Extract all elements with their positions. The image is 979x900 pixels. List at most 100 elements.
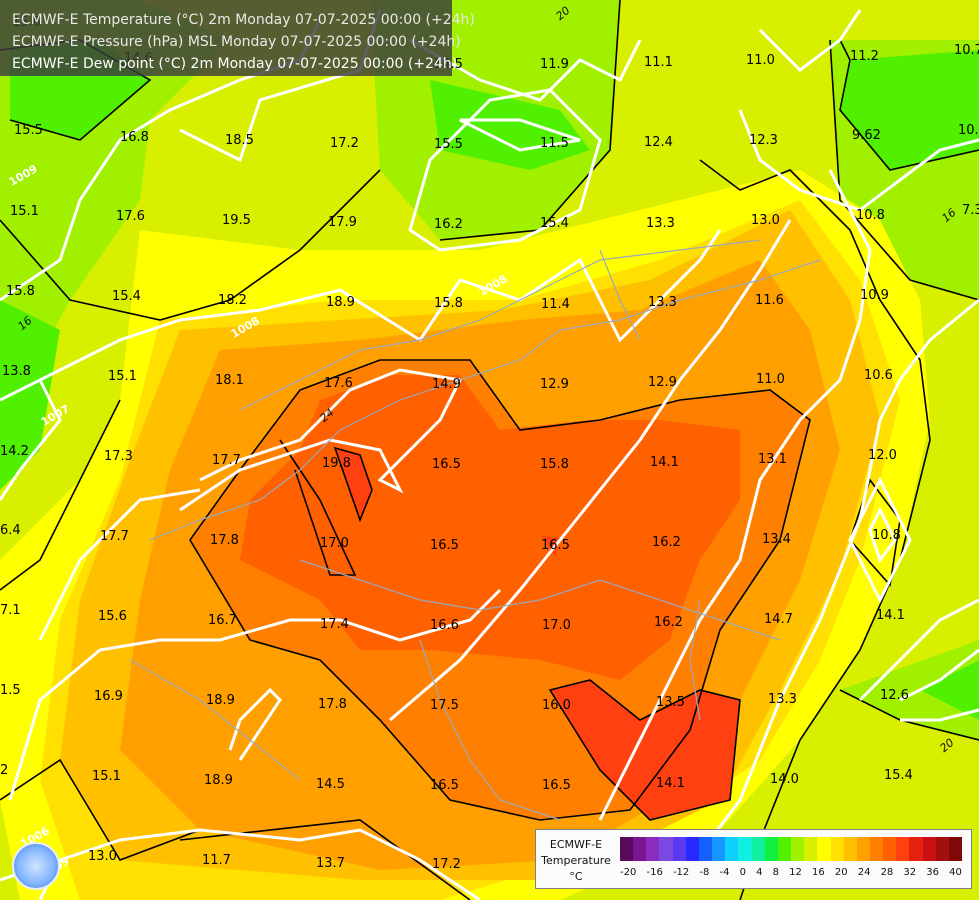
legend-swatch bbox=[909, 837, 923, 861]
dewpoint-value: 16.6 bbox=[430, 618, 459, 633]
cool-zone-southeast bbox=[840, 640, 979, 740]
legend-swatch bbox=[764, 837, 778, 861]
dewpoint-value: 11.5 bbox=[540, 136, 569, 151]
legend-swatch bbox=[896, 837, 910, 861]
dewpoint-value: 16.5 bbox=[432, 457, 461, 472]
dewpoint-value: 9.62 bbox=[852, 128, 881, 143]
dewpoint-value: 15.1 bbox=[92, 769, 121, 784]
dewpoint-value: 12.4 bbox=[644, 135, 673, 150]
legend-tick: -12 bbox=[672, 867, 690, 878]
isotherm-value: 24 bbox=[317, 406, 337, 425]
dewpoint-value: 7.1 bbox=[0, 603, 21, 618]
dewpoint-value: 13.3 bbox=[768, 692, 797, 707]
legend-swatch bbox=[856, 837, 870, 861]
legend-tick: -20 bbox=[620, 867, 637, 878]
dewpoint-value: 10.6 bbox=[864, 368, 893, 383]
dewpoint-value: 17.2 bbox=[330, 136, 359, 151]
dewpoint-value: 10. bbox=[958, 123, 979, 138]
dewpoint-value: 2 bbox=[0, 763, 9, 778]
dewpoint-value: 11.6 bbox=[755, 293, 784, 308]
dewpoint-value: 13.3 bbox=[648, 295, 677, 310]
dewpoint-value: 17.8 bbox=[210, 533, 239, 548]
dewpoint-value: 17.2 bbox=[432, 857, 461, 872]
dewpoint-value: 12.9 bbox=[648, 375, 677, 390]
dewpoint-value: 15.6 bbox=[98, 609, 127, 624]
legend-swatch bbox=[659, 837, 673, 861]
isotherm-value: 20 bbox=[553, 4, 573, 23]
dewpoint-value: 15.1 bbox=[108, 369, 137, 384]
dewpoint-value: 13.1 bbox=[758, 452, 787, 467]
dewpoint-value: 15.8 bbox=[540, 457, 569, 472]
color-legend: ECMWF-E Temperature °C -20 -16 -12 -8 -4 0 4 8 1… bbox=[535, 829, 972, 889]
legend-swatch bbox=[620, 837, 634, 861]
dewpoint-value: 10.9 bbox=[860, 288, 889, 303]
legend-swatch bbox=[672, 837, 686, 861]
dewpoint-value: 13.3 bbox=[646, 216, 675, 231]
legend-tick: 40 bbox=[949, 867, 962, 878]
dewpoint-value: 15.4 bbox=[540, 216, 569, 231]
dewpoint-value: 17.8 bbox=[318, 697, 347, 712]
legend-swatch bbox=[712, 837, 726, 861]
logo-icon bbox=[12, 842, 60, 890]
dewpoint-value: 14.1 bbox=[656, 776, 685, 791]
isotherm-value: 16 bbox=[15, 314, 35, 333]
title-temperature: ECMWF-E Temperature (°C) 2m Monday 07-07… bbox=[12, 12, 475, 28]
dewpoint-value: 18.1 bbox=[215, 373, 244, 388]
dewpoint-value: 14.7 bbox=[764, 612, 793, 627]
dewpoint-value: 17.4 bbox=[320, 617, 349, 632]
dewpoint-value: 10.7 bbox=[954, 43, 979, 58]
dewpoint-value: 17.0 bbox=[320, 536, 349, 551]
dewpoint-value: 14.5 bbox=[316, 777, 345, 792]
dewpoint-value: 11.1 bbox=[644, 55, 673, 70]
legend-swatch bbox=[646, 837, 660, 861]
dewpoint-value: 17.5 bbox=[430, 698, 459, 713]
dewpoint-value: 13.5 bbox=[656, 695, 685, 710]
dewpoint-value: 6.4 bbox=[0, 523, 21, 538]
cool-zone-west-inner bbox=[0, 300, 60, 490]
dewpoint-value: 18.9 bbox=[204, 773, 233, 788]
dewpoint-value: 16.2 bbox=[652, 535, 681, 550]
dewpoint-value: 13.0 bbox=[88, 849, 117, 864]
dewpoint-value: 17.7 bbox=[100, 529, 129, 544]
dewpoint-value: 15.8 bbox=[6, 284, 35, 299]
legend-swatch bbox=[869, 837, 884, 861]
legend-tick: -16 bbox=[646, 867, 663, 878]
title-panel: ECMWF-E Temperature (°C) 2m Monday 07-07… bbox=[0, 0, 475, 76]
legend-swatch bbox=[725, 837, 739, 861]
legend-swatch bbox=[830, 837, 844, 861]
dewpoint-value: 11.7 bbox=[202, 853, 231, 868]
dewpoint-value: 11.2 bbox=[850, 49, 879, 64]
isobar-value: 1009 bbox=[6, 162, 40, 189]
legend-swatch bbox=[935, 837, 949, 861]
dewpoint-value: 17.9 bbox=[328, 215, 357, 230]
cool-zone-east bbox=[930, 180, 979, 260]
dewpoint-value: 12.6 bbox=[880, 688, 909, 703]
legend-swatch bbox=[777, 837, 792, 861]
temp-zone-30 bbox=[240, 375, 740, 680]
legend-swatch bbox=[791, 837, 805, 861]
dewpoint-value: 16.0 bbox=[542, 698, 571, 713]
dewpoint-value: 13.7 bbox=[316, 856, 345, 871]
dewpoint-value: 14.0 bbox=[770, 772, 799, 787]
legend-tick: 24 bbox=[857, 867, 871, 878]
dewpoint-value: 17.3 bbox=[104, 449, 133, 464]
cool-zone-southeast-inner bbox=[920, 660, 979, 720]
title-dewpoint: ECMWF-E Dew point (°C) 2m Monday 07-07-2… bbox=[12, 56, 458, 72]
legend-swatch bbox=[922, 837, 936, 861]
legend-unit: °C bbox=[569, 870, 583, 883]
dewpoint-value: 12.0 bbox=[868, 448, 897, 463]
dewpoint-value: 13.4 bbox=[762, 532, 791, 547]
legend-model: ECMWF-E bbox=[549, 838, 603, 851]
legend-color-bar bbox=[620, 837, 963, 861]
dewpoint-value: 16.7 bbox=[208, 613, 237, 628]
cool-zone-northeast-inner bbox=[840, 50, 979, 170]
legend-tick: 32 bbox=[903, 867, 917, 878]
legend-tick: 0 bbox=[739, 867, 746, 878]
dewpoint-value: 18.2 bbox=[218, 293, 247, 308]
title-pressure: ECMWF-E Pressure (hPa) MSL Monday 07-07-… bbox=[12, 34, 461, 50]
dewpoint-value: 15.8 bbox=[434, 296, 463, 311]
isobar-value: 1008 bbox=[476, 272, 510, 299]
dewpoint-value: 11.4 bbox=[541, 297, 570, 312]
